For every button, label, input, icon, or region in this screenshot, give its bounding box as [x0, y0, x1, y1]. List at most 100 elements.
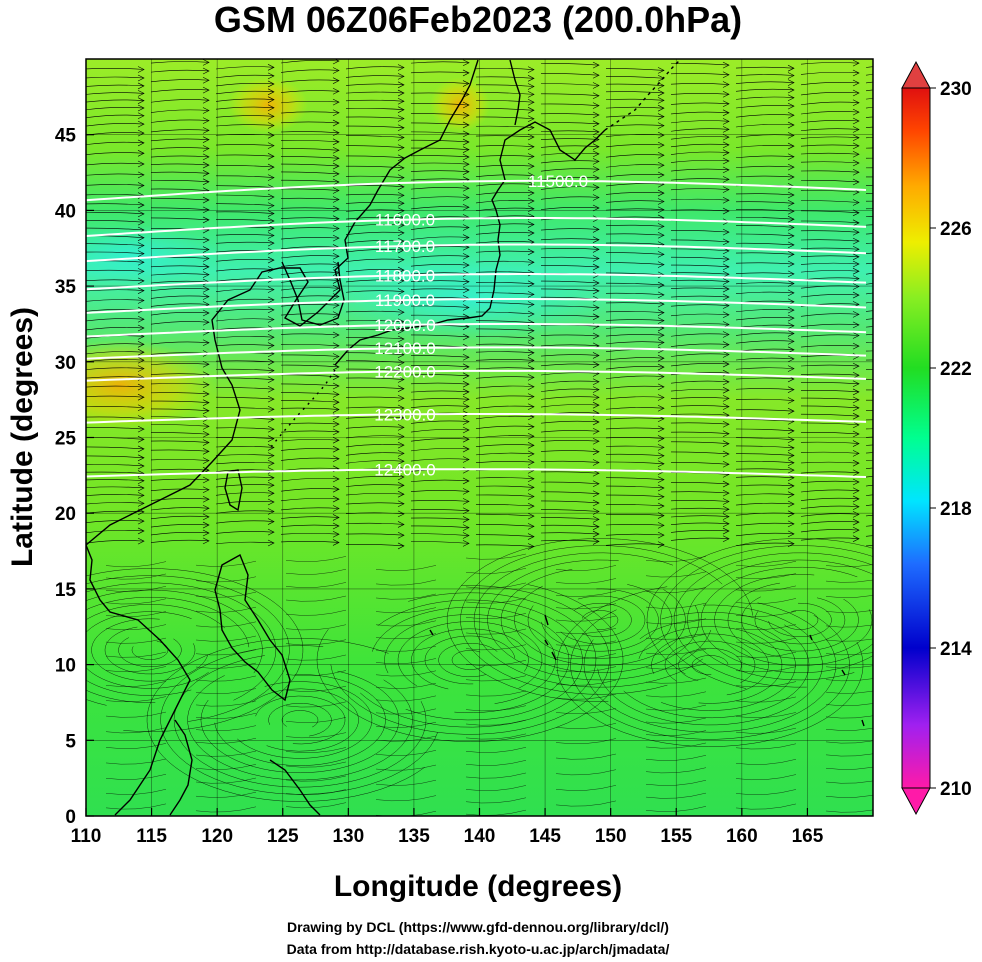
- streamline: [800, 373, 860, 376]
- streamline: [735, 114, 795, 118]
- streamline: [645, 587, 707, 593]
- streamline: [540, 186, 600, 190]
- streamline: [865, 494, 873, 496]
- streamline: [800, 111, 860, 115]
- streamline-arrow: [592, 120, 600, 128]
- streamline: [605, 311, 665, 313]
- streamline: [475, 200, 535, 204]
- streamline: [540, 288, 600, 292]
- streamline-arrow: [722, 81, 730, 88]
- streamline: [487, 559, 712, 681]
- streamline: [105, 561, 167, 568]
- x-tick-label: 135: [398, 826, 430, 847]
- streamline-arrow: [332, 215, 340, 222]
- streamline-arrow: [527, 523, 535, 530]
- streamline: [375, 750, 437, 756]
- contour-line: [86, 179, 867, 202]
- streamline: [150, 321, 210, 325]
- streamline: [195, 806, 257, 813]
- streamline: [825, 780, 873, 784]
- streamline: [800, 119, 860, 123]
- streamline: [605, 319, 665, 321]
- streamline: [735, 437, 795, 441]
- streamline: [375, 579, 437, 586]
- streamline: [86, 568, 304, 732]
- streamline-arrow: [462, 372, 470, 380]
- streamline: [540, 228, 600, 231]
- streamline: [540, 130, 600, 133]
- streamline-arrow: [462, 380, 470, 388]
- streamline: [86, 114, 145, 118]
- streamline-arrow: [397, 277, 405, 285]
- x-tick-label: 110: [71, 826, 102, 847]
- streamline: [605, 533, 665, 536]
- streamline: [465, 785, 527, 791]
- streamline: [735, 532, 795, 537]
- streamline: [86, 299, 145, 302]
- streamline: [150, 79, 210, 83]
- streamline-arrow: [332, 109, 340, 117]
- streamline-arrow: [202, 263, 210, 271]
- streamline-arrow: [332, 155, 340, 162]
- contour-label: 11500.0: [528, 172, 588, 191]
- streamline-arrow: [657, 425, 665, 433]
- streamline-arrow: [462, 456, 470, 463]
- streamline-arrow: [267, 367, 275, 374]
- streamline-arrow: [137, 129, 145, 137]
- streamline: [375, 735, 437, 742]
- streamline: [735, 409, 795, 412]
- streamline-arrow: [267, 358, 275, 366]
- streamline: [195, 712, 257, 719]
- streamline: [475, 68, 535, 70]
- streamline: [285, 654, 347, 661]
- streamline: [280, 430, 340, 433]
- streamline-arrow: [657, 281, 665, 289]
- streamline-arrow: [527, 458, 535, 466]
- streamline-arrow: [267, 426, 275, 433]
- streamline: [150, 312, 210, 316]
- streamline-arrow: [462, 286, 470, 294]
- streamline-arrow: [722, 450, 730, 458]
- streamline-arrow: [137, 97, 145, 104]
- streamline: [86, 604, 226, 696]
- streamline-arrow: [397, 237, 405, 245]
- streamline: [865, 467, 873, 469]
- streamline: [605, 523, 665, 526]
- streamline-arrow: [722, 149, 730, 156]
- streamline-arrow: [267, 142, 275, 149]
- streamline: [735, 666, 797, 673]
- streamline: [345, 75, 405, 78]
- streamline: [475, 320, 535, 323]
- streamline: [475, 145, 535, 148]
- streamline: [605, 282, 665, 286]
- streamline-arrow: [787, 482, 795, 490]
- streamline: [280, 400, 340, 403]
- streamline-arrow: [397, 98, 405, 105]
- streamline: [280, 498, 340, 502]
- streamline-arrow: [397, 134, 405, 141]
- streamline: [215, 454, 275, 456]
- streamline: [345, 502, 405, 505]
- streamline: [86, 575, 290, 722]
- streamline: [670, 178, 730, 181]
- streamline: [410, 448, 470, 452]
- streamline: [865, 514, 873, 517]
- streamline: [285, 802, 347, 809]
- streamline: [345, 522, 405, 525]
- streamline: [150, 400, 210, 403]
- streamline-arrow: [592, 92, 600, 99]
- streamline: [410, 71, 470, 74]
- streamline: [118, 637, 182, 668]
- streamline: [195, 662, 257, 669]
- streamline: [645, 618, 707, 625]
- streamline: [410, 334, 470, 338]
- streamline: [800, 144, 860, 147]
- streamline: [670, 441, 730, 444]
- streamline: [345, 435, 405, 439]
- streamline: [800, 451, 860, 454]
- streamline-arrow: [852, 321, 860, 329]
- streamline-arrow: [592, 427, 600, 435]
- streamline-arrow: [852, 168, 860, 176]
- streamline: [865, 399, 873, 401]
- streamline: [410, 296, 470, 299]
